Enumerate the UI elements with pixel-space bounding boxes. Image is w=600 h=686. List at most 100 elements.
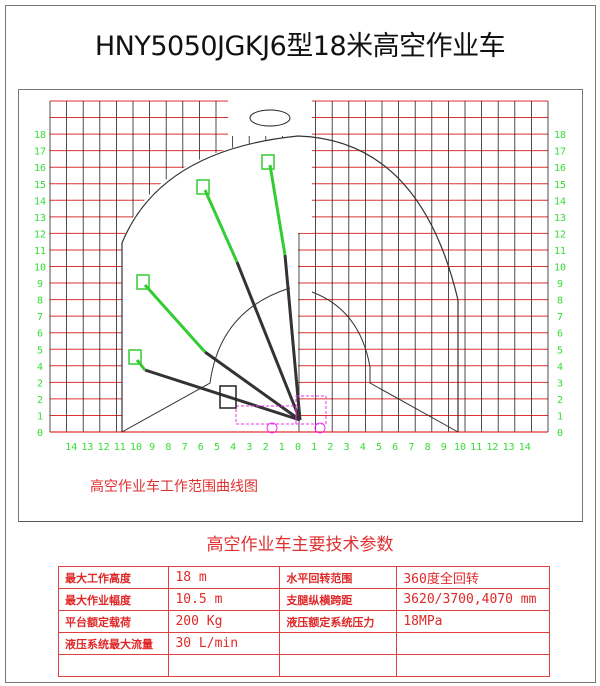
y-tick-label-left: 2 [37,395,43,406]
working-range-diagram: 0122456789101112131415161718012345678910… [34,100,566,495]
x-tick-label: 6 [392,442,398,453]
x-tick-label: 7 [408,442,414,453]
truck-body [235,405,297,425]
y-tick-label-left: 2 [37,378,43,389]
y-tick-label-right: 14 [554,196,566,207]
x-tick-label: 1 [279,442,285,453]
working-envelope [121,135,459,432]
spec-label: 液压系统最大流量 [57,632,170,655]
y-tick-label-right: 5 [557,345,563,356]
outer-frame [5,5,596,683]
y-tick-label-right: 15 [554,180,566,191]
spec-row: 液压系统最大流量 30 L/min [57,632,550,655]
work-platform [128,349,142,365]
diagram-frame [18,89,583,522]
x-tick-label: 12 [98,442,110,453]
y-tick-label-left: 1 [37,411,43,422]
x-tick-label: 0 [295,442,301,453]
rotation-icon [249,109,291,127]
spec-label: 最大工作高度 [57,566,170,589]
x-tick-label: 4 [230,442,236,453]
spec-row: 最大作业幅度 10.5 m 支腿纵横跨距 3620/3700,4070 mm [57,588,550,611]
spec-value [396,654,550,677]
boom-upper [135,359,147,371]
y-tick-label-right: 1 [557,411,563,422]
x-tick-label: 13 [81,442,93,453]
y-tick-label-right: 16 [554,163,566,174]
boom-lower [235,261,302,421]
y-tick-label-right: 3 [557,378,563,389]
y-tick-label-right: 13 [554,213,566,224]
work-platform [196,179,210,195]
x-tick-label: 4 [360,442,366,453]
spec-value: 10.5 m [168,588,281,611]
boom-lower [204,350,301,422]
x-tick-label: 2 [263,442,269,453]
spec-row: 最大工作高度 18 m 水平回转范围 360度全回转 [57,566,550,589]
x-tick-label: 8 [425,442,431,453]
spec-label: 液压额定系统压力 [279,610,398,633]
spec-label [57,654,170,677]
x-tick-label: 7 [182,442,188,453]
truck-cab [295,395,327,425]
x-tick-label: 14 [65,442,77,453]
y-tick-label-right: 0 [557,428,563,439]
spec-label: 支腿纵横跨距 [279,588,398,611]
y-tick-label-right: 8 [557,296,563,307]
x-tick-label: 3 [246,442,252,453]
x-tick-label: 13 [503,442,515,453]
envelope-fill [122,136,298,432]
x-tick-label: 9 [149,442,155,453]
x-tick-label: 12 [486,442,498,453]
y-tick-label-left: 13 [34,213,46,224]
spec-label: 平台额定载荷 [57,610,170,633]
x-tick-label: 2 [327,442,333,453]
x-tick-label: 1 [311,442,317,453]
x-tick-label: 5 [214,442,220,453]
y-tick-label-left: 7 [37,312,43,323]
truck-wheel [266,422,278,434]
boom-lower [283,254,302,421]
spec-label: 最大作业幅度 [57,588,170,611]
turret [219,385,237,409]
x-tick-label: 11 [114,442,126,453]
y-tick-label-left: 11 [34,246,46,257]
y-tick-label-right: 17 [554,147,566,158]
y-tick-label-right: 18 [554,130,566,141]
x-tick-label: 8 [165,442,171,453]
specs-title: 高空作业车主要技术参数 [206,535,394,555]
y-tick-label-left: 4 [37,362,43,373]
spec-value [168,654,281,677]
x-tick-label: 6 [198,442,204,453]
specs-table: 最大工作高度 18 m 水平回转范围 360度全回转 最大作业幅度 10.5 m 支腿纵横跨… [57,566,550,677]
spec-label [279,654,398,677]
spec-value [396,632,550,655]
inner-envelope [121,287,459,433]
spec-label [279,632,398,655]
boom-upper [268,164,287,256]
y-tick-label-left: 12 [34,229,46,240]
x-tick-label: 10 [454,442,466,453]
y-tick-label-left: 8 [37,296,43,307]
y-tick-label-left: 17 [34,147,46,158]
diagram-caption: 高空作业车工作范围曲线图 [90,478,258,495]
spec-value: 360度全回转 [396,566,550,589]
spec-value: 18 m [168,566,281,589]
boom-lower [144,368,301,422]
boom-upper [203,189,239,263]
y-tick-label-right: 7 [557,312,563,323]
work-platform [136,274,150,290]
spec-label: 水平回转范围 [279,566,398,589]
y-tick-label-left: 0 [37,428,43,439]
y-tick-label-right: 2 [557,395,563,406]
spec-row [57,654,550,677]
y-tick-label-left: 18 [34,130,46,141]
center-strip [298,130,312,233]
y-tick-label-left: 9 [37,279,43,290]
y-tick-label-left: 5 [37,345,43,356]
x-tick-label: 9 [441,442,447,453]
spec-value: 3620/3700,4070 mm [396,588,550,611]
y-tick-label-left: 14 [34,196,46,207]
x-tick-label: 14 [519,442,531,453]
x-tick-label: 3 [344,442,350,453]
